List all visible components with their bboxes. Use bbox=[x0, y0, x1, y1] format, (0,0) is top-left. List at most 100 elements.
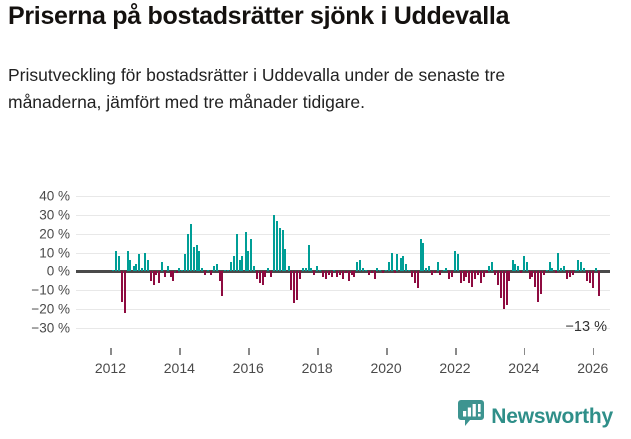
bar bbox=[367, 271, 370, 276]
bar bbox=[482, 271, 485, 278]
bar bbox=[206, 269, 209, 272]
bar bbox=[215, 263, 218, 272]
gridline bbox=[76, 233, 610, 235]
bar bbox=[511, 260, 514, 272]
x-tick bbox=[523, 348, 526, 355]
gridline bbox=[76, 290, 610, 292]
bar bbox=[551, 267, 554, 272]
gridline bbox=[76, 309, 610, 311]
bar bbox=[224, 269, 227, 272]
bar bbox=[138, 254, 141, 272]
bar bbox=[379, 269, 382, 272]
bar bbox=[350, 271, 353, 276]
bar bbox=[169, 271, 172, 278]
bar bbox=[235, 233, 238, 272]
bar bbox=[402, 256, 405, 272]
bar bbox=[408, 269, 411, 272]
bar bbox=[574, 269, 577, 272]
x-tick bbox=[592, 348, 595, 355]
bar bbox=[499, 271, 502, 298]
x-tick-label: 2020 bbox=[370, 360, 402, 376]
y-tick-label: −10 % bbox=[31, 282, 70, 298]
page-title: Priserna på bostadsrätter sjönk i Uddeva… bbox=[8, 2, 510, 30]
bar bbox=[267, 267, 270, 272]
bar bbox=[545, 269, 548, 272]
bar bbox=[361, 267, 364, 272]
bar bbox=[189, 224, 192, 272]
x-tick bbox=[248, 348, 250, 355]
bar bbox=[120, 271, 123, 302]
bar bbox=[129, 260, 132, 272]
newsworthy-logo[interactable]: Newsworthy bbox=[458, 400, 613, 433]
bar bbox=[520, 271, 523, 274]
y-tick-label: −30 % bbox=[31, 320, 70, 336]
bar-chart-bubble-icon bbox=[458, 400, 485, 433]
bar bbox=[152, 271, 155, 285]
bar bbox=[591, 271, 594, 289]
gridline bbox=[76, 252, 610, 254]
bar bbox=[422, 243, 425, 272]
bar bbox=[258, 271, 261, 283]
bar bbox=[542, 271, 545, 276]
bar bbox=[115, 250, 118, 272]
bar bbox=[118, 256, 121, 272]
bar bbox=[462, 271, 465, 281]
x-tick-label: 2014 bbox=[163, 360, 195, 376]
bar bbox=[453, 250, 456, 272]
bar bbox=[330, 271, 333, 278]
bar bbox=[568, 271, 571, 278]
bar bbox=[419, 239, 422, 272]
bar bbox=[281, 229, 284, 272]
bar bbox=[433, 271, 436, 274]
bar bbox=[181, 269, 184, 272]
bar bbox=[396, 254, 399, 272]
bar bbox=[563, 265, 566, 272]
bar bbox=[270, 271, 273, 278]
bar bbox=[318, 269, 321, 272]
bar bbox=[525, 262, 528, 272]
bar bbox=[585, 271, 588, 281]
bar bbox=[571, 271, 574, 276]
x-tick bbox=[386, 348, 388, 355]
bar bbox=[370, 271, 373, 274]
bar bbox=[560, 267, 563, 272]
bar bbox=[522, 256, 525, 272]
bar bbox=[218, 271, 221, 281]
bar bbox=[376, 267, 379, 272]
bar bbox=[508, 271, 511, 281]
bar bbox=[275, 220, 278, 272]
bar bbox=[123, 271, 126, 313]
bar bbox=[287, 265, 290, 272]
bar bbox=[293, 271, 296, 304]
bar bbox=[456, 254, 459, 272]
bar bbox=[192, 246, 195, 272]
bar bbox=[373, 271, 376, 279]
bar bbox=[112, 269, 115, 272]
bar bbox=[336, 271, 339, 278]
bar bbox=[416, 271, 419, 289]
bar bbox=[356, 262, 359, 272]
bar bbox=[339, 271, 342, 276]
bar bbox=[342, 271, 344, 279]
bar bbox=[473, 271, 476, 279]
y-tick-label: 10 % bbox=[39, 245, 70, 261]
bar bbox=[393, 271, 396, 274]
bar bbox=[477, 271, 480, 276]
bar bbox=[405, 263, 408, 272]
bar bbox=[278, 228, 281, 272]
bar bbox=[448, 271, 451, 279]
bar bbox=[230, 262, 233, 272]
logo-text: Newsworthy bbox=[491, 404, 613, 428]
bar bbox=[577, 260, 580, 272]
bar bbox=[413, 271, 416, 283]
y-tick-label: 0 % bbox=[46, 263, 70, 279]
last-value-annotation: −13 % bbox=[565, 319, 607, 335]
bar bbox=[322, 271, 325, 278]
bar bbox=[385, 269, 388, 272]
bar bbox=[491, 262, 494, 272]
x-tick-label: 2012 bbox=[94, 360, 127, 376]
bar bbox=[178, 267, 181, 272]
bar bbox=[514, 263, 517, 272]
bar bbox=[163, 271, 166, 278]
bar bbox=[149, 271, 152, 281]
